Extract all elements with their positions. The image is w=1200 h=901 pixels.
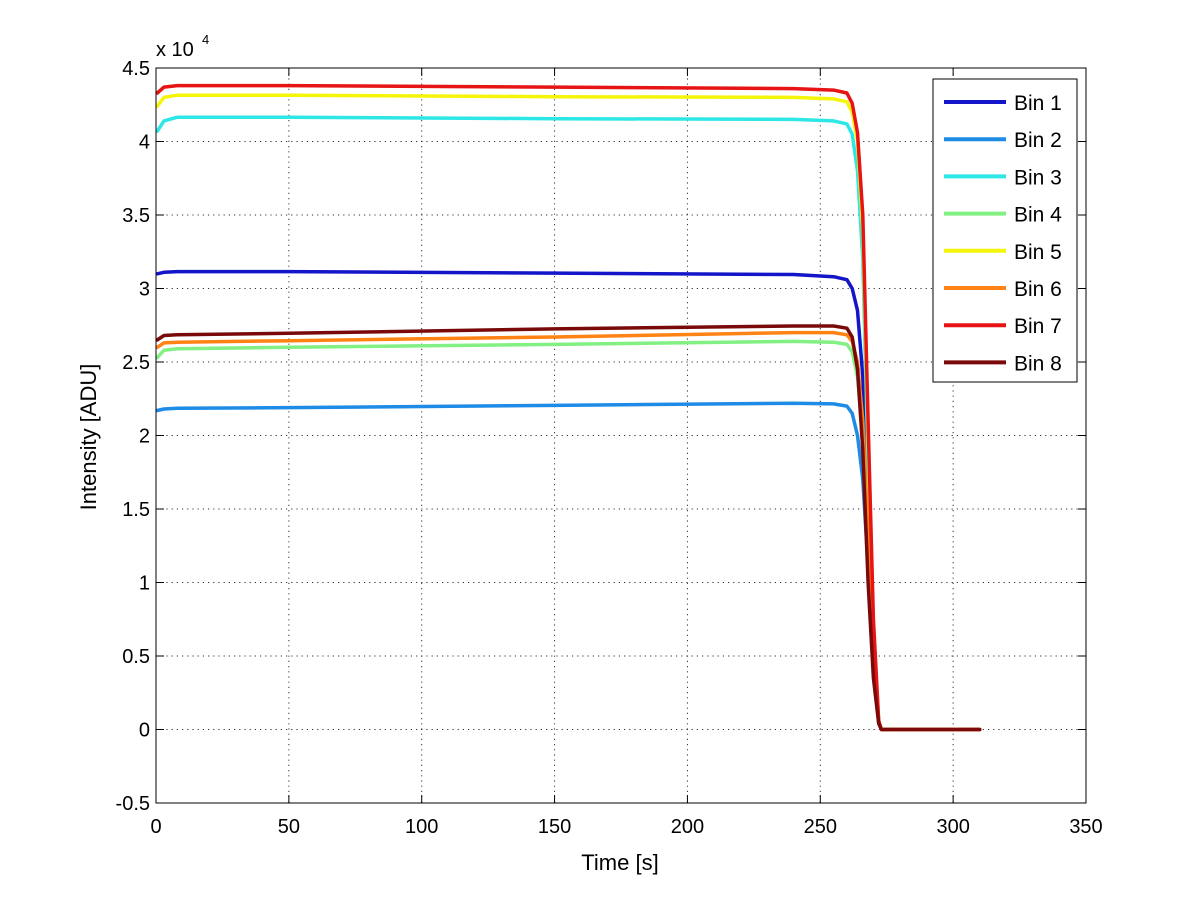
legend-box xyxy=(932,78,1078,383)
ticks xyxy=(155,67,1087,804)
legend-label-bin-2: Bin 2 xyxy=(1014,129,1062,152)
y-tick-label: 3.5 xyxy=(122,205,150,227)
y-axis-label: Intensity [ADU] xyxy=(76,364,101,511)
x-tick-label: 0 xyxy=(150,816,161,838)
legend-label-bin-6: Bin 6 xyxy=(1014,278,1062,301)
x-tick-label: 350 xyxy=(1069,816,1102,838)
y-multiplier-base: x 10 xyxy=(156,39,194,61)
x-axis-label: Time [s] xyxy=(581,850,658,875)
y-tick-label: 1 xyxy=(139,573,150,595)
series-line-bin-8 xyxy=(155,324,982,732)
x-tick-label: 300 xyxy=(936,816,969,838)
y-tick-label: 0 xyxy=(139,720,150,742)
x-tick-label: 100 xyxy=(405,816,438,838)
legend: Bin 1 Bin 2 Bin 3 Bin 4 Bin 5 Bin 6 Bin 7 Bin 8 xyxy=(932,78,1078,383)
y-tick-label: 4.5 xyxy=(122,58,150,80)
x-tick-label: 250 xyxy=(804,816,837,838)
tick-labels: 0 50 100 150 200 250 300 350-0.500.511.522.533.… xyxy=(116,58,1103,838)
y-tick-label: 3 xyxy=(139,279,150,301)
y-tick-label: 1.5 xyxy=(122,499,150,521)
legend-label-bin-3: Bin 3 xyxy=(1014,166,1062,189)
legend-label-bin-1: Bin 1 xyxy=(1014,92,1062,115)
x-tick-label: 150 xyxy=(538,816,571,838)
y-tick-label: 2 xyxy=(139,426,150,448)
series-layer xyxy=(155,83,982,732)
legend-label-bin-5: Bin 5 xyxy=(1014,241,1062,264)
legend-label-bin-8: Bin 8 xyxy=(1014,352,1062,375)
y-tick-label: 0.5 xyxy=(122,646,150,668)
legend-label-bin-7: Bin 7 xyxy=(1014,315,1062,338)
y-tick-label: -0.5 xyxy=(116,793,150,815)
y-multiplier-exponent: 4 xyxy=(202,32,209,47)
x-tick-label: 200 xyxy=(671,816,704,838)
y-tick-label: 4 xyxy=(139,132,150,154)
y-tick-label: 2.5 xyxy=(122,352,150,374)
legend-label-bin-4: Bin 4 xyxy=(1014,204,1062,227)
x-tick-label: 50 xyxy=(278,816,300,838)
